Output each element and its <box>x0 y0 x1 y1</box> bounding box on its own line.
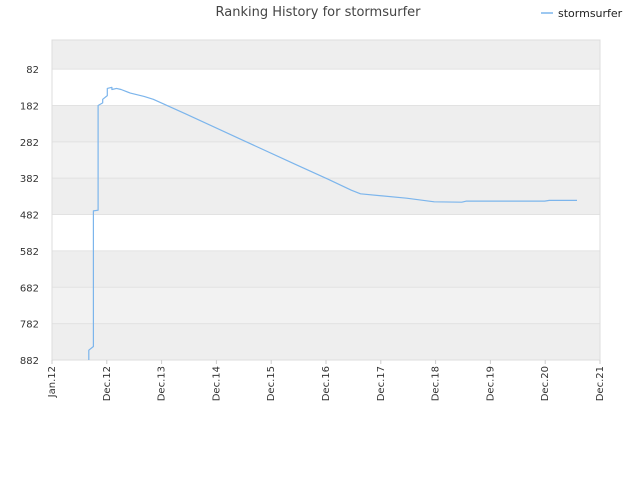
x-tick-label: Jan.12 <box>47 366 58 398</box>
x-tick-label: Dec.13 <box>157 366 168 401</box>
legend-label: stormsurfer <box>558 7 623 20</box>
y-tick-label: 482 <box>20 211 39 222</box>
y-axis-ticks: 82 182 282 382 482 582 682 782 882 <box>20 65 39 367</box>
y-tick-label: 282 <box>20 138 39 149</box>
plot-band <box>52 69 600 106</box>
plot-band <box>52 105 600 142</box>
x-tick-label: Dec.12 <box>102 366 113 401</box>
plot-band <box>52 250 600 288</box>
plot-band <box>52 214 600 251</box>
plot-band <box>52 287 600 324</box>
plot-band <box>52 323 600 360</box>
plot-band <box>52 40 600 70</box>
legend[interactable]: stormsurfer <box>541 7 623 20</box>
chart-title: Ranking History for stormsurfer <box>216 5 422 20</box>
x-tick-label: Dec.17 <box>376 366 387 401</box>
x-tick-label: Dec.16 <box>321 366 332 401</box>
x-tick-label: Dec.14 <box>211 366 222 401</box>
y-tick-label: 82 <box>26 65 39 76</box>
plot-bands <box>52 40 600 360</box>
x-tick-label: Dec.18 <box>431 366 442 401</box>
x-tick-label: Dec.20 <box>540 366 551 401</box>
y-tick-label: 582 <box>20 247 39 258</box>
y-tick-label: 682 <box>20 283 39 294</box>
y-tick-label: 182 <box>20 101 39 112</box>
y-tick-label: 382 <box>20 174 39 185</box>
x-tick-label: Dec.19 <box>485 366 496 401</box>
x-tick-label: Dec.15 <box>266 366 277 401</box>
series-line[interactable] <box>88 86 577 360</box>
plot-band <box>52 178 600 215</box>
x-tick-label: Dec.21 <box>595 366 606 401</box>
y-tick-label: 782 <box>20 320 39 331</box>
series-layer <box>88 86 577 360</box>
x-axis-ticks: Jan.12 Dec.12 Dec.13 Dec.14 Dec.15 Dec.16 Dec.… <box>47 360 606 401</box>
y-tick-label: 882 <box>20 356 39 367</box>
plot-band <box>52 141 600 179</box>
